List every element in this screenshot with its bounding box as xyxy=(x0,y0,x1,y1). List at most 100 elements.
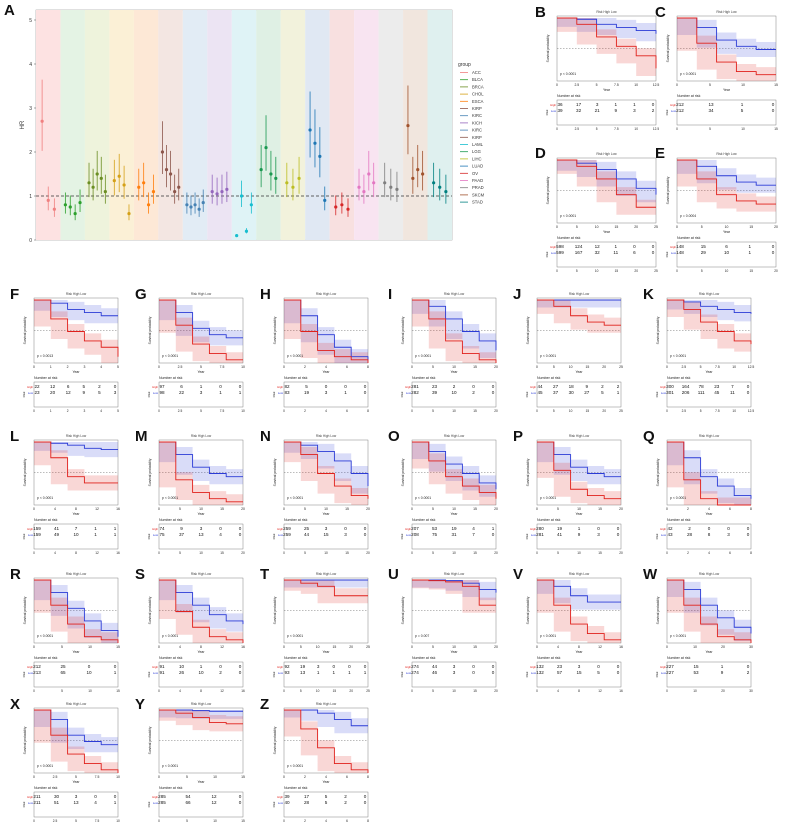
risk-high-count: 0 xyxy=(472,384,475,389)
x-tick-label: 10 xyxy=(634,83,638,87)
risk-high-count: 1 xyxy=(492,526,495,531)
risk-high-count: 0 xyxy=(597,526,600,531)
risk-x-tick: 0 xyxy=(33,689,35,693)
risk-table xyxy=(158,661,244,688)
high-risk-curve xyxy=(412,579,496,606)
km-legend: Risk High Low xyxy=(66,572,87,576)
risk-high-count: 1 xyxy=(200,664,203,669)
risk-table-title: Number at risk xyxy=(34,656,58,660)
km-y-axis-title: Survival probability xyxy=(401,458,405,486)
risk-label: Risk xyxy=(400,391,404,397)
risk-x-tick: 2.5 xyxy=(682,409,687,413)
risk-high-count: 0 xyxy=(472,664,475,669)
hr-point xyxy=(68,205,72,209)
risk-low-count: 30 xyxy=(569,390,575,395)
risk-low-count: 3 xyxy=(200,390,203,395)
group-band xyxy=(109,10,134,240)
km-legend: Risk High Low xyxy=(569,434,590,438)
ci-band xyxy=(284,300,368,363)
x-tick-label: 16 xyxy=(241,645,245,649)
risk-table xyxy=(556,241,657,268)
km-plot-s: Risk High Low p < 0.0001 Survival probabil… xyxy=(147,572,245,693)
risk-x-tick: 2.5 xyxy=(178,409,183,413)
risk-table-title: Number at risk xyxy=(284,656,308,660)
hr-point xyxy=(168,172,173,176)
km-plot-r: Risk High Low p < 0.0001 Survival probabil… xyxy=(22,572,120,693)
risk-x-tick: 6 xyxy=(729,551,731,555)
risk-label: Risk xyxy=(147,533,151,539)
risk-label: Risk xyxy=(545,251,549,257)
x-tick-label: 10 xyxy=(241,365,245,369)
risk-high-count: 274 xyxy=(411,664,419,669)
risk-table-title: Number at risk xyxy=(159,786,183,790)
x-tick-label: 6 xyxy=(346,365,348,369)
panel-label-y: Y xyxy=(135,696,146,713)
risk-high-count: 3 xyxy=(75,794,78,799)
x-tick-label: 0 xyxy=(411,645,413,649)
risk-high-count: 285 xyxy=(158,794,166,799)
risk-x-tick: 0 xyxy=(536,409,538,413)
high-row-label: High xyxy=(405,527,411,531)
x-tick-label: 2.5 xyxy=(574,83,579,87)
risk-high-count: 0 xyxy=(652,102,655,107)
risk-high-count: 0 xyxy=(747,664,750,669)
risk-x-tick: 5 xyxy=(709,127,711,131)
km-plot-u: Risk High Low p = 0.007 Survival probabili… xyxy=(400,572,498,693)
risk-table-title: Number at risk xyxy=(557,236,581,240)
risk-x-tick: 0 xyxy=(556,269,558,273)
x-tick-label: 0 xyxy=(283,775,285,779)
risk-x-tick: 0 xyxy=(556,127,558,131)
x-tick-label: 4 xyxy=(54,507,56,511)
risk-low-count: 281 xyxy=(536,532,544,537)
risk-x-tick: 3 xyxy=(84,409,86,413)
risk-low-count: 159 xyxy=(33,532,41,537)
km-x-axis-title: Year xyxy=(705,650,713,654)
risk-high-count: 13 xyxy=(708,102,714,107)
risk-x-tick: 15 xyxy=(586,409,590,413)
x-tick-label: 0 xyxy=(556,225,558,229)
km-plot-c: Risk High Low p < 0.0001 Survival probabil… xyxy=(665,10,778,131)
risk-low-count: 75 xyxy=(159,532,165,537)
high-row-label: High xyxy=(277,527,283,531)
km-y-axis-title: Survival probability xyxy=(666,34,670,62)
km-plot-b: Risk High Low p < 0.0001 Survival probabil… xyxy=(545,10,659,131)
risk-table-title: Number at risk xyxy=(537,656,561,660)
x-tick-label: 20 xyxy=(349,645,353,649)
risk-label: Risk xyxy=(655,671,659,677)
risk-low-count: 7 xyxy=(472,532,475,537)
risk-x-tick: 12 xyxy=(598,689,602,693)
km-y-axis-title: Survival probability xyxy=(148,596,152,624)
x-tick-label: 15 xyxy=(473,645,477,649)
p-value: p < 0.0001 xyxy=(37,634,53,638)
risk-x-tick: 8 xyxy=(578,689,580,693)
risk-x-tick: 10 xyxy=(693,689,697,693)
risk-x-tick: 5 xyxy=(179,551,181,555)
risk-low-count: 1 xyxy=(114,532,117,537)
risk-x-tick: 7.5 xyxy=(95,819,100,823)
risk-table xyxy=(158,381,244,408)
x-tick-label: 30 xyxy=(749,645,753,649)
ci-band xyxy=(667,300,751,352)
risk-label: Risk xyxy=(525,533,529,539)
low-row-label: Low xyxy=(406,671,412,675)
risk-x-tick: 30 xyxy=(749,689,753,693)
risk-high-count: 207 xyxy=(411,526,419,531)
risk-low-count: 2 xyxy=(652,108,655,113)
risk-label: Risk xyxy=(272,391,276,397)
x-tick-label: 0 xyxy=(158,365,160,369)
risk-high-count: 159 xyxy=(33,526,41,531)
risk-x-tick: 15 xyxy=(774,127,778,131)
risk-table-title: Number at risk xyxy=(284,786,308,790)
hr-point xyxy=(362,190,366,194)
ci-band xyxy=(537,300,621,333)
hr-point xyxy=(438,185,442,189)
risk-high-count: 227 xyxy=(666,664,674,669)
high-risk-curve xyxy=(34,299,119,357)
high-risk-curve xyxy=(34,709,119,773)
x-tick-label: 5 xyxy=(576,225,578,229)
km-x-axis-title: Year xyxy=(197,370,205,374)
hr-point xyxy=(274,176,278,180)
high-row-label: High xyxy=(27,665,33,669)
risk-x-tick: 5 xyxy=(61,689,63,693)
x-tick-label: 15 xyxy=(473,507,477,511)
